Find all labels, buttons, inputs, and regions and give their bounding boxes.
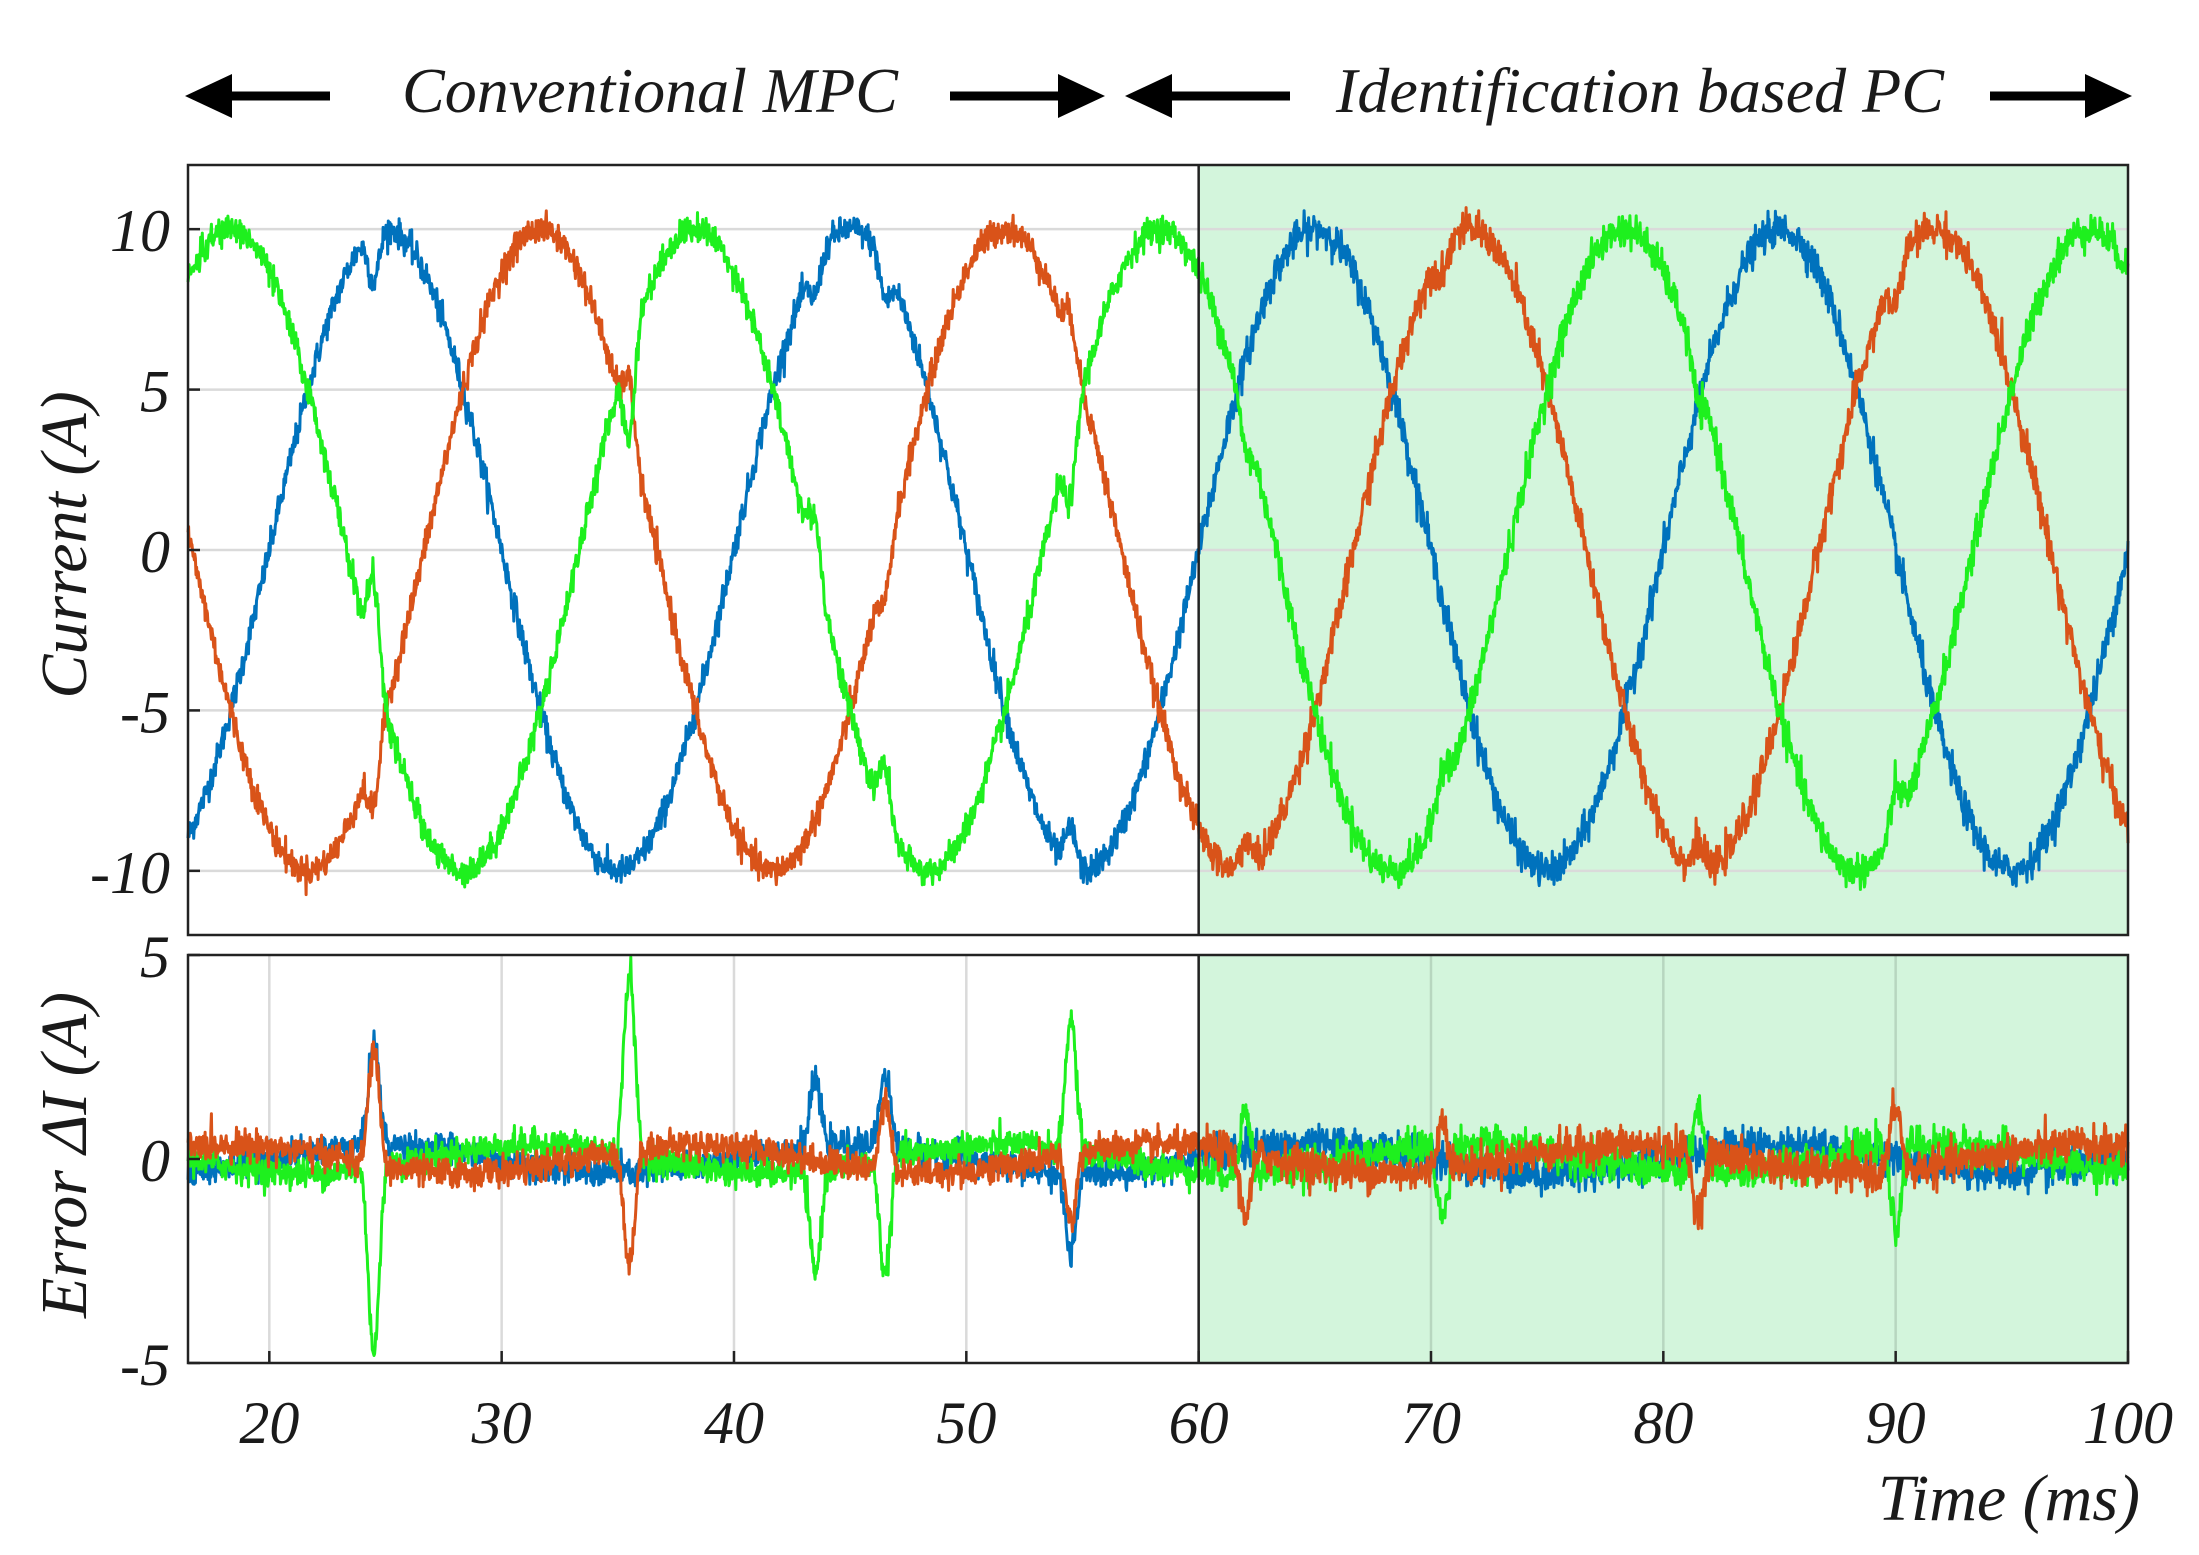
banner-left-label: Conventional MPC: [402, 55, 899, 126]
y-tick-label: 5: [140, 359, 170, 425]
x-tick-label: 60: [1169, 1390, 1229, 1456]
error-panel: -5 0 5 20 30 40 50 60 70 80 90 100 Error ΔI (A) Ti…: [28, 924, 2173, 1535]
y-tick-label: 0: [140, 1128, 170, 1194]
banner-right-label: Identification based PC: [1335, 55, 1945, 126]
current-line-3: [186, 211, 2130, 891]
y-tick-label: -5: [120, 1332, 170, 1398]
arrow-left-2: [1125, 74, 1290, 118]
x-tick-label: 100: [2083, 1390, 2173, 1456]
x-tick-label: 70: [1401, 1390, 1461, 1456]
error-y-axis-label: Error ΔI (A): [28, 992, 101, 1319]
arrow-right-1: [950, 74, 1105, 118]
y-tick-label: 0: [140, 519, 170, 585]
y-tick-label: 10: [110, 198, 170, 264]
x-tick-label: 40: [704, 1390, 764, 1456]
arrow-right-2: [1990, 74, 2132, 118]
current-y-ticks: -10 -5 0 5 10: [90, 198, 200, 906]
error-series: [186, 955, 2130, 1357]
banner: Conventional MPC Identification based PC: [185, 55, 2132, 126]
y-tick-label: -5: [120, 679, 170, 745]
error-line-2: [186, 1040, 2130, 1276]
x-tick-label: 90: [1866, 1390, 1926, 1456]
y-tick-label: 5: [140, 924, 170, 990]
current-series: [186, 206, 2130, 897]
x-tick-label: 80: [1633, 1390, 1693, 1456]
current-line-2: [186, 206, 2130, 897]
current-panel: -10 -5 0 5 10 Current (A): [28, 163, 2130, 937]
current-y-axis-label: Current (A): [28, 391, 101, 698]
error-y-ticks: -5 0 5: [120, 924, 200, 1398]
x-tick-label: 50: [936, 1390, 996, 1456]
y-tick-label: -10: [90, 840, 170, 906]
x-tick-label: 20: [239, 1390, 299, 1456]
x-tick-label: 30: [471, 1390, 532, 1456]
arrow-left-1: [185, 74, 330, 118]
x-axis-label: Time (ms): [1878, 1462, 2140, 1535]
error-x-ticks: 20 30 40 50 60 70 80 90 100: [239, 1351, 2173, 1456]
